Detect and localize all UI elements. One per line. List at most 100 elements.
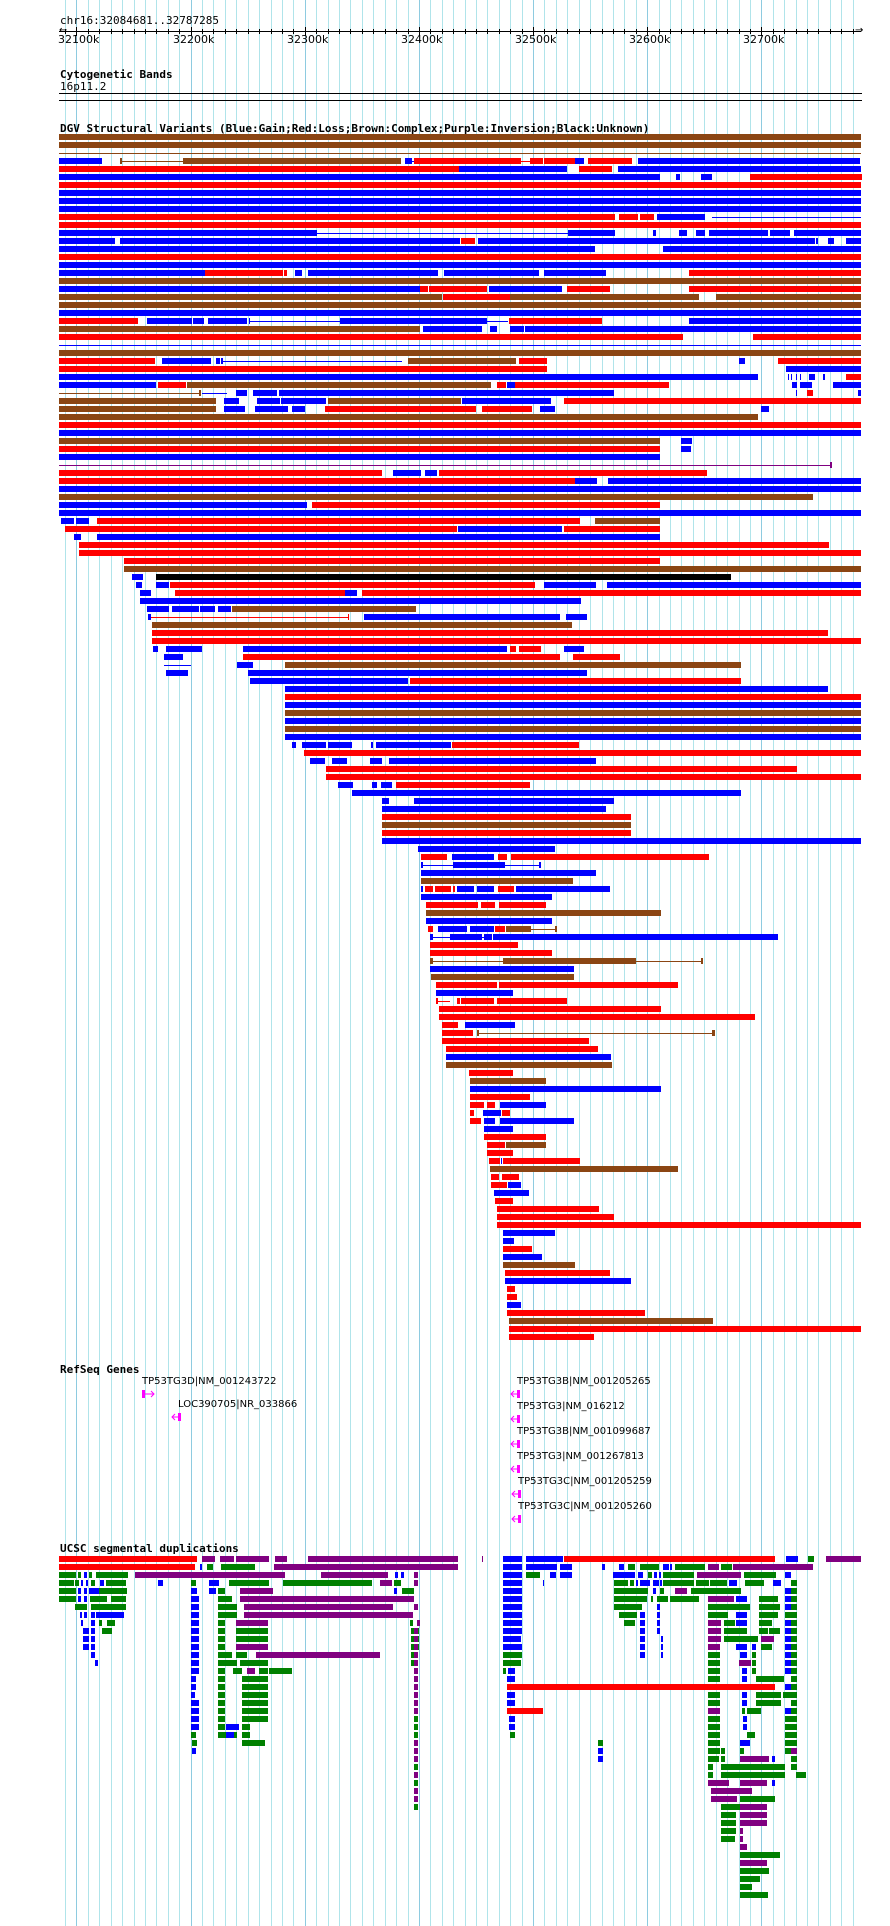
segdup-feature[interactable] — [191, 1692, 195, 1698]
dgv-variant-feature[interactable] — [120, 158, 122, 164]
dgv-variant-feature[interactable] — [175, 590, 345, 596]
dgv-variant-feature[interactable] — [140, 590, 151, 596]
dgv-variant-feature[interactable] — [152, 638, 861, 644]
segdup-feature[interactable] — [808, 1556, 814, 1562]
dgv-variant-feature[interactable] — [605, 230, 615, 236]
gene-reverse-arrow-icon[interactable] — [171, 1412, 187, 1422]
segdup-feature[interactable] — [526, 1572, 540, 1578]
dgv-variant-feature[interactable] — [498, 886, 514, 892]
segdup-feature[interactable] — [708, 1756, 719, 1762]
gene-reverse-arrow-icon[interactable] — [510, 1414, 526, 1424]
segdup-feature[interactable] — [218, 1636, 225, 1642]
dgv-variant-feature[interactable] — [823, 374, 825, 380]
dgv-variant-feature[interactable] — [59, 438, 660, 444]
dgv-variant-feature[interactable] — [544, 158, 575, 164]
segdup-feature[interactable] — [640, 1652, 645, 1658]
dgv-variant-feature[interactable] — [608, 478, 861, 484]
segdup-feature[interactable] — [503, 1636, 521, 1642]
dgv-variant-feature[interactable] — [421, 894, 552, 900]
segdup-feature[interactable] — [191, 1684, 196, 1690]
segdup-feature[interactable] — [653, 1580, 659, 1586]
segdup-feature[interactable] — [191, 1628, 199, 1634]
segdup-feature[interactable] — [218, 1588, 225, 1594]
segdup-feature[interactable] — [59, 1572, 76, 1578]
dgv-variant-feature[interactable] — [328, 398, 461, 404]
dgv-variant-feature[interactable] — [619, 214, 638, 220]
dgv-variant-feature[interactable] — [59, 446, 660, 452]
segdup-feature[interactable] — [91, 1612, 95, 1618]
dgv-variant-feature[interactable] — [328, 742, 352, 748]
dgv-variant-feature[interactable] — [232, 606, 416, 612]
segdup-feature[interactable] — [743, 1716, 747, 1722]
segdup-feature[interactable] — [613, 1572, 635, 1578]
gene-reverse-arrow-icon[interactable] — [510, 1464, 526, 1474]
dgv-variant-feature[interactable] — [382, 814, 631, 820]
dgv-variant-feature[interactable] — [59, 302, 861, 308]
dgv-variant-feature[interactable] — [302, 742, 326, 748]
dgv-variant-feature[interactable] — [304, 750, 861, 756]
dgv-variant-feature[interactable] — [487, 321, 508, 322]
segdup-feature[interactable] — [414, 1780, 418, 1786]
dgv-variant-feature[interactable] — [510, 294, 699, 300]
dgv-variant-feature[interactable] — [295, 270, 302, 276]
segdup-feature[interactable] — [785, 1628, 791, 1634]
segdup-feature[interactable] — [661, 1652, 663, 1658]
segdup-feature[interactable] — [394, 1588, 397, 1594]
dgv-variant-feature[interactable] — [352, 790, 741, 796]
dgv-variant-feature[interactable] — [59, 153, 861, 154]
dgv-variant-feature[interactable] — [429, 286, 487, 292]
segdup-feature[interactable] — [191, 1708, 199, 1714]
dgv-variant-feature[interactable] — [421, 878, 573, 884]
segdup-feature[interactable] — [721, 1804, 741, 1810]
segdup-feature[interactable] — [772, 1780, 775, 1786]
segdup-feature[interactable] — [740, 1796, 775, 1802]
segdup-feature[interactable] — [721, 1764, 785, 1770]
dgv-variant-feature[interactable] — [312, 502, 660, 508]
dgv-variant-feature[interactable] — [425, 886, 433, 892]
dgv-variant-feature[interactable] — [858, 390, 861, 396]
segdup-feature[interactable] — [191, 1668, 199, 1674]
segdup-feature[interactable] — [785, 1724, 791, 1730]
segdup-feature[interactable] — [759, 1612, 778, 1618]
dgv-variant-feature[interactable] — [59, 326, 420, 332]
segdup-feature[interactable] — [708, 1716, 720, 1722]
dgv-variant-feature[interactable] — [59, 254, 861, 260]
segdup-feature[interactable] — [503, 1564, 522, 1570]
segdup-feature[interactable] — [84, 1596, 87, 1602]
segdup-feature[interactable] — [791, 1596, 797, 1602]
dgv-variant-feature[interactable] — [507, 1294, 517, 1300]
dgv-variant-feature[interactable] — [59, 350, 861, 356]
segdup-feature[interactable] — [414, 1732, 418, 1738]
dgv-variant-feature[interactable] — [509, 1334, 594, 1340]
segdup-feature[interactable] — [663, 1580, 694, 1586]
segdup-feature[interactable] — [414, 1628, 418, 1634]
dgv-variant-feature[interactable] — [470, 1118, 481, 1124]
dgv-variant-feature[interactable] — [218, 606, 231, 612]
dgv-variant-feature[interactable] — [281, 398, 326, 404]
dgv-variant-feature[interactable] — [470, 1086, 661, 1092]
dgv-variant-feature[interactable] — [442, 1038, 589, 1044]
segdup-feature[interactable] — [614, 1580, 628, 1586]
segdup-feature[interactable] — [759, 1620, 772, 1626]
dgv-variant-feature[interactable] — [502, 1110, 510, 1116]
segdup-feature[interactable] — [614, 1596, 647, 1602]
segdup-feature[interactable] — [657, 1604, 660, 1610]
dgv-variant-feature[interactable] — [477, 886, 494, 892]
dgv-variant-feature[interactable] — [250, 678, 398, 684]
dgv-variant-feature[interactable] — [59, 486, 861, 492]
segdup-feature[interactable] — [274, 1564, 458, 1570]
segdup-feature[interactable] — [660, 1588, 664, 1594]
dgv-variant-feature[interactable] — [285, 694, 861, 700]
dgv-variant-feature[interactable] — [457, 886, 474, 892]
dgv-variant-feature[interactable] — [279, 390, 292, 396]
segdup-feature[interactable] — [414, 1660, 418, 1666]
dgv-variant-feature[interactable] — [223, 361, 402, 362]
segdup-feature[interactable] — [218, 1676, 225, 1682]
segdup-feature[interactable] — [742, 1692, 747, 1698]
segdup-feature[interactable] — [564, 1556, 775, 1562]
dgv-variant-feature[interactable] — [739, 358, 745, 364]
dgv-variant-feature[interactable] — [712, 1030, 715, 1036]
dgv-variant-feature[interactable] — [439, 1006, 661, 1012]
dgv-variant-feature[interactable] — [709, 230, 768, 236]
segdup-feature[interactable] — [414, 1580, 418, 1586]
